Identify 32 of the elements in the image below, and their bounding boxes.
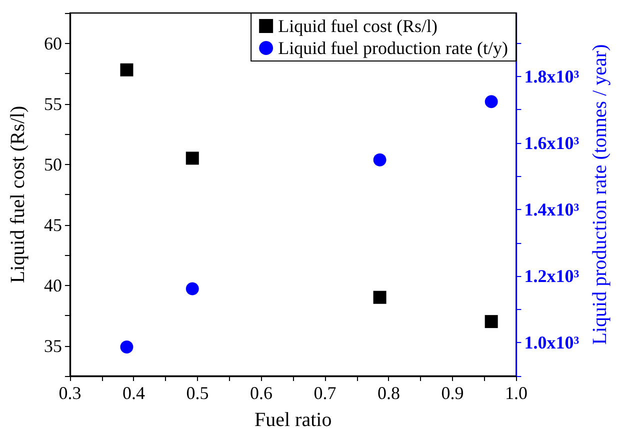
x-tick-label: 0.6 [250, 383, 272, 403]
x-tick-label: 0.9 [441, 383, 464, 403]
y2-tick-label: 1.0x10³ [524, 332, 580, 353]
y-tick-label: 55 [44, 94, 62, 114]
x-tick-label: 0.4 [122, 383, 145, 403]
y-tick-label: 40 [44, 275, 62, 296]
point [484, 95, 498, 108]
legend-label: Liquid fuel cost (Rs/l) [278, 16, 438, 36]
point [120, 340, 134, 354]
y-axis-title: Liquid fuel cost (Rs/l) [7, 106, 29, 284]
y-tick-label: 45 [44, 214, 62, 235]
x-tick-label: 1.0 [504, 383, 528, 403]
y2-tick-label: 1.8x10³ [524, 66, 580, 86]
point [186, 282, 199, 296]
point [373, 290, 386, 304]
x-tick-label: 0.7 [314, 383, 336, 403]
point [373, 153, 386, 166]
y-tick-label: 50 [44, 154, 62, 174]
x-tick-label: 0.8 [377, 383, 400, 403]
y2-tick-label: 1.4x10³ [524, 199, 580, 220]
point [484, 315, 498, 328]
point [120, 63, 134, 76]
y2-tick-label: 1.2x10³ [524, 266, 580, 286]
legend-label: Liquid fuel production rate (t/y) [278, 38, 508, 58]
y-tick-label: 60 [44, 33, 62, 54]
x-tick-label: 0.3 [58, 383, 82, 403]
y2-axis-title: Liquid production rate (tonnes / year) [589, 44, 611, 345]
x-axis-title: Fuel ratio [254, 409, 332, 431]
point [186, 152, 199, 165]
y2-tick-label: 1.6x10³ [524, 132, 580, 153]
x-tick-label: 0.5 [186, 383, 209, 403]
y-tick-label: 35 [44, 336, 62, 356]
